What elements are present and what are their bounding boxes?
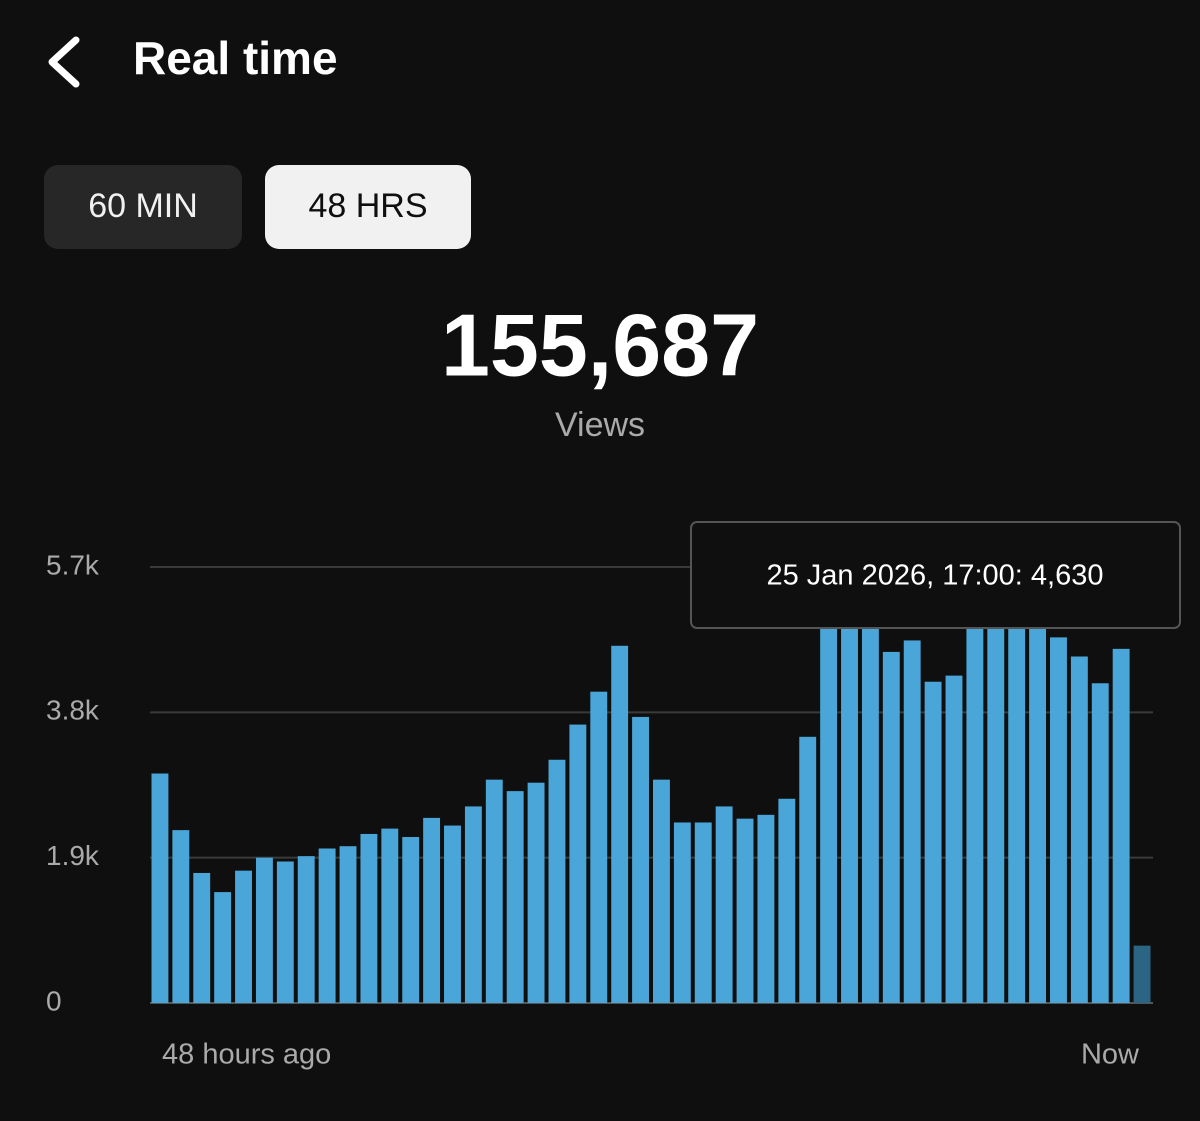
bar xyxy=(151,773,169,1003)
bar xyxy=(255,857,273,1003)
bar xyxy=(694,822,712,1003)
bar xyxy=(861,612,879,1003)
bar xyxy=(569,724,587,1003)
page-title: Real time xyxy=(133,32,338,84)
tab-background[interactable] xyxy=(44,165,242,249)
bar xyxy=(276,861,294,1003)
tabs: 60 MIN 48 HRS xyxy=(44,165,471,249)
bar xyxy=(506,791,524,1003)
back-icon[interactable] xyxy=(48,36,80,88)
tab[interactable]: 60 MIN xyxy=(44,165,242,249)
bar xyxy=(444,825,461,1003)
bar xyxy=(590,691,608,1003)
bar xyxy=(360,833,378,1003)
total-label: Views xyxy=(555,406,645,444)
bar xyxy=(1070,656,1088,1003)
bar xyxy=(548,759,566,1003)
y-tick-label: 1.9k xyxy=(46,840,100,871)
bar xyxy=(1112,648,1130,1003)
bar xyxy=(736,818,754,1003)
bar xyxy=(882,651,900,1003)
tab-background[interactable] xyxy=(265,165,471,249)
bar xyxy=(193,872,211,1003)
bar xyxy=(172,830,190,1003)
bar xyxy=(653,779,670,1003)
bar xyxy=(235,870,252,1003)
tab-label[interactable]: 48 HRS xyxy=(308,187,427,225)
bar xyxy=(820,605,838,1003)
bar xyxy=(945,675,963,1003)
bar xyxy=(632,716,649,1003)
bar xyxy=(1008,605,1026,1003)
y-tick-label: 3.8k xyxy=(46,695,100,726)
bar xyxy=(757,814,775,1003)
bar xyxy=(1050,637,1067,1003)
tab-label[interactable]: 60 MIN xyxy=(88,187,198,225)
x-tick-label: Now xyxy=(1081,1039,1140,1071)
bar xyxy=(841,589,858,1003)
back-button[interactable] xyxy=(48,36,80,88)
bar xyxy=(318,848,336,1003)
bar xyxy=(987,597,1005,1003)
bar xyxy=(778,798,796,1003)
total-views: 155,687 xyxy=(441,295,759,394)
bar xyxy=(381,828,399,1003)
bar xyxy=(297,856,315,1003)
bar xyxy=(1133,945,1151,1003)
x-tick-label: 48 hours ago xyxy=(162,1039,331,1071)
bar xyxy=(464,806,482,1003)
bar xyxy=(715,806,733,1003)
y-tick-label: 5.7k xyxy=(46,549,100,580)
tooltip-box xyxy=(690,521,1181,629)
chart: 0 1.9k 3.8k 5.7k 48 hours ago Now 25 Jan 2026,… xyxy=(46,521,1181,1071)
tab[interactable]: 48 HRS xyxy=(265,165,471,249)
bar xyxy=(903,640,921,1003)
y-tick-label: 0 xyxy=(46,985,62,1016)
bar xyxy=(527,782,545,1003)
bar xyxy=(485,779,503,1003)
bar xyxy=(1091,683,1109,1003)
bar xyxy=(402,837,420,1003)
bar xyxy=(1029,620,1047,1003)
bar xyxy=(423,817,441,1003)
bar xyxy=(924,681,942,1003)
bar xyxy=(339,846,357,1003)
bar xyxy=(611,645,629,1003)
tooltip-text: 25 Jan 2026, 17:00: 4,630 xyxy=(766,560,1103,592)
bar xyxy=(966,620,984,1003)
bar xyxy=(214,892,232,1003)
bar xyxy=(673,822,691,1003)
bar xyxy=(799,736,817,1003)
